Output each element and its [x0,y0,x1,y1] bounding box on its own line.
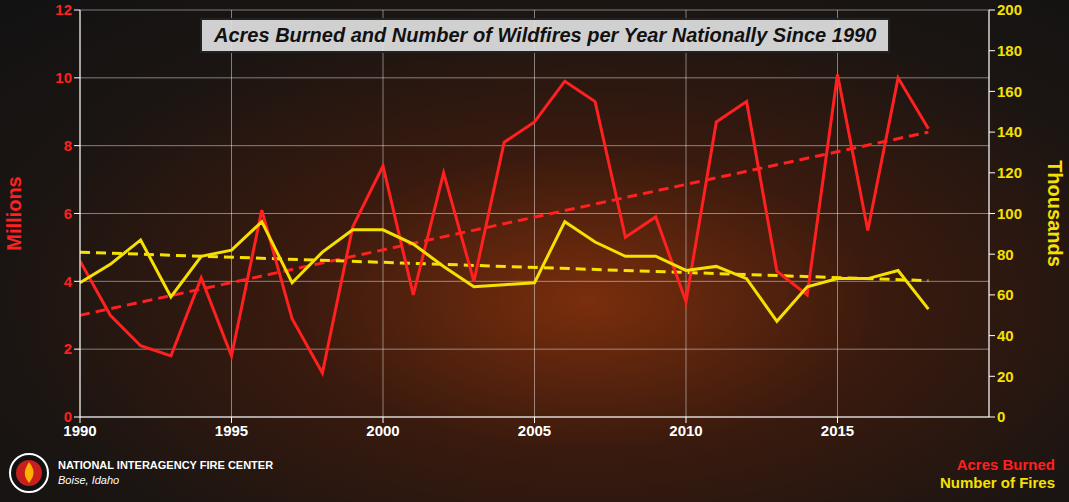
svg-text:2015: 2015 [821,422,854,439]
svg-text:40: 40 [997,327,1014,344]
svg-text:2010: 2010 [669,422,702,439]
svg-text:1995: 1995 [215,422,248,439]
svg-text:6: 6 [64,205,72,222]
svg-text:160: 160 [997,83,1022,100]
html-text:Number of Fires: Number of Fires [940,474,1055,491]
svg-text:200: 200 [997,1,1022,18]
svg-text:1990: 1990 [63,421,97,439]
svg-text:140: 140 [997,123,1022,140]
html-text:Acres Burned: Acres Burned [956,456,1055,473]
svg-text:80: 80 [997,246,1014,263]
svg-text:8: 8 [64,137,72,154]
svg-text:2: 2 [64,340,72,357]
svg-text:120: 120 [997,164,1022,181]
svg-text:60: 60 [997,286,1014,303]
svg-text:Thousands: Thousands [1044,160,1066,267]
svg-text:0: 0 [997,408,1005,425]
svg-text:4: 4 [64,273,73,290]
svg-text:2000: 2000 [366,422,399,439]
svg-text:2005: 2005 [518,422,551,439]
html-text:NATIONAL INTERAGENCY FIRE CENT: NATIONAL INTERAGENCY FIRE CENTER [58,459,274,471]
svg-text:100: 100 [997,205,1022,222]
html-text:Acres Burned and Number of Wil: Acres Burned and Number of Wildfires per… [214,24,877,46]
svg-text:Millions: Millions [3,176,25,250]
svg-text:20: 20 [997,368,1014,385]
svg-text:10: 10 [55,69,72,86]
svg-text:0: 0 [64,408,72,425]
svg-text:180: 180 [997,42,1022,59]
svg-text:12: 12 [55,1,72,18]
html-text:Boise, Idaho: Boise, Idaho [58,474,120,486]
